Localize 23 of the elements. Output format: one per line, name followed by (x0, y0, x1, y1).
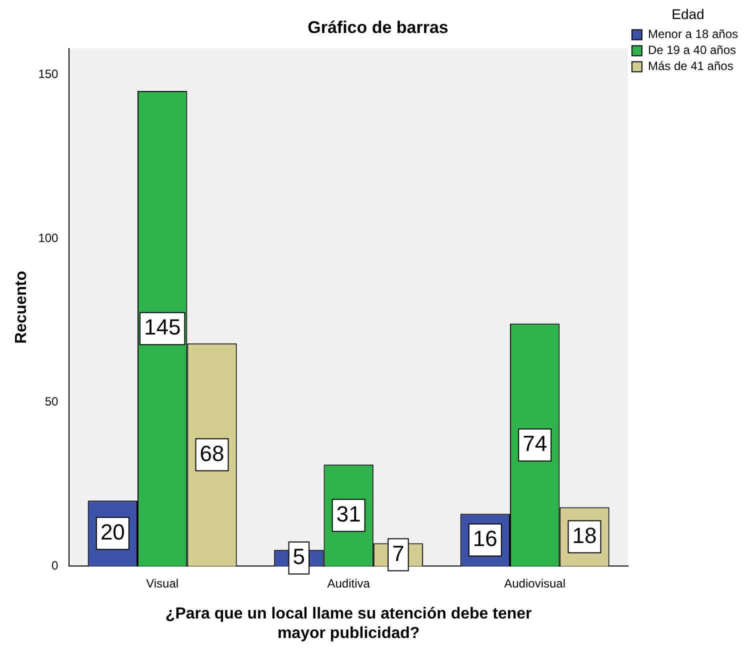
data-label: 20 (100, 519, 125, 544)
y-tick-label: 0 (52, 558, 59, 573)
legend-label: Menor a 18 años (648, 27, 738, 42)
legend-label: Más de 41 años (648, 59, 734, 74)
y-tick-label: 50 (44, 394, 59, 409)
y-tick-label: 150 (38, 66, 59, 81)
x-tick-label: Auditiva (327, 576, 370, 591)
legend-label: De 19 a 40 años (648, 43, 736, 58)
data-label: 16 (472, 526, 498, 552)
data-label: 74 (522, 431, 548, 456)
x-tick-label: Visual (146, 576, 179, 591)
y-tick-label: 100 (38, 230, 59, 245)
x-axis-title: ¿Para que un local llame su atención debe tener mayor publicidad? (165, 606, 532, 642)
data-label: 68 (200, 440, 224, 466)
legend-title: Edad (672, 6, 704, 22)
y-axis-title: Recuento (13, 270, 30, 344)
chart-title: Gráfico de barras (308, 18, 448, 37)
data-label: 145 (144, 314, 181, 340)
data-label: 5 (292, 544, 306, 570)
data-label: 7 (392, 540, 404, 566)
data-label: 18 (572, 522, 597, 548)
data-label: 31 (336, 501, 361, 526)
x-tick-label: Audiovisual (504, 576, 566, 591)
